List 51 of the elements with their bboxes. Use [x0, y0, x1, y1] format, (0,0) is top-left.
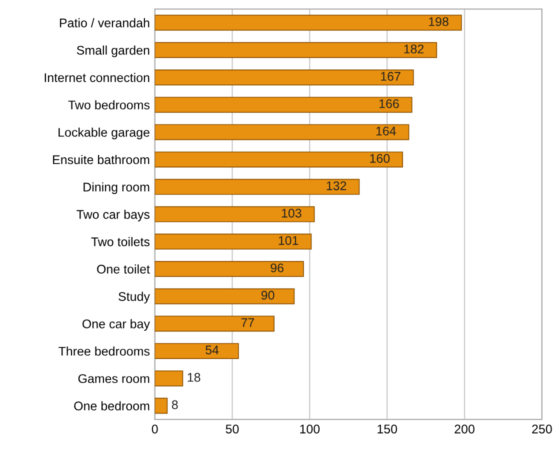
data-label: 18	[188, 372, 200, 382]
bar	[154, 96, 412, 113]
x-tick-label: 0	[152, 424, 158, 434]
y-tick-label: Internet connection	[44, 72, 150, 82]
y-tick-label: Three bedrooms	[58, 346, 150, 356]
y-tick-label: One toilet	[97, 264, 150, 274]
bar	[154, 178, 360, 195]
bar	[154, 343, 239, 359]
y-tick-label: Games room	[78, 374, 150, 384]
bar	[154, 288, 295, 304]
data-label: 77	[241, 318, 254, 327]
y-tick-label: One bedroom	[74, 401, 150, 410]
bar	[154, 234, 312, 250]
y-tick-label: Dining room	[84, 182, 150, 194]
bar	[154, 152, 404, 168]
data-label: 167	[381, 72, 400, 81]
data-label: 54	[206, 346, 219, 354]
x-tick-label: 250	[532, 424, 552, 434]
bar	[154, 261, 304, 277]
bar	[154, 398, 168, 414]
y-tick-label: Two toilets	[91, 237, 150, 246]
data-label: 90	[261, 290, 274, 300]
y-tick-label: Two bedrooms	[68, 100, 150, 110]
y-tick-label: Patio / verandah	[60, 18, 150, 28]
y-tick-label: Study	[118, 292, 150, 304]
data-label: 101	[278, 236, 298, 245]
y-tick-label: One car bay	[82, 319, 150, 331]
y-tick-label: Lockable garage	[58, 128, 150, 140]
data-label: 166	[379, 99, 399, 108]
data-label: 182	[404, 44, 424, 54]
bar	[154, 124, 410, 140]
x-tick-label: 200	[454, 424, 474, 434]
data-label: 160	[370, 154, 390, 163]
y-tick-label: Two car bays	[76, 210, 150, 222]
bar	[154, 69, 414, 86]
bar	[154, 42, 438, 58]
bar	[154, 370, 184, 386]
bar	[154, 14, 462, 31]
data-label: 8	[172, 400, 178, 410]
bar	[154, 316, 274, 332]
x-tick-label: 150	[378, 424, 398, 434]
data-label: 96	[270, 263, 284, 272]
x-tick-label: 100	[300, 424, 320, 434]
y-tick-label: Ensuite bathroom	[53, 154, 150, 164]
data-label: 164	[376, 126, 396, 136]
data-label: 198	[429, 17, 448, 26]
data-label: 103	[282, 208, 302, 218]
x-tick-label: 50	[226, 424, 239, 434]
data-label: 132	[326, 181, 346, 190]
y-tick-label: Small garden	[76, 46, 150, 58]
bar	[154, 206, 315, 222]
